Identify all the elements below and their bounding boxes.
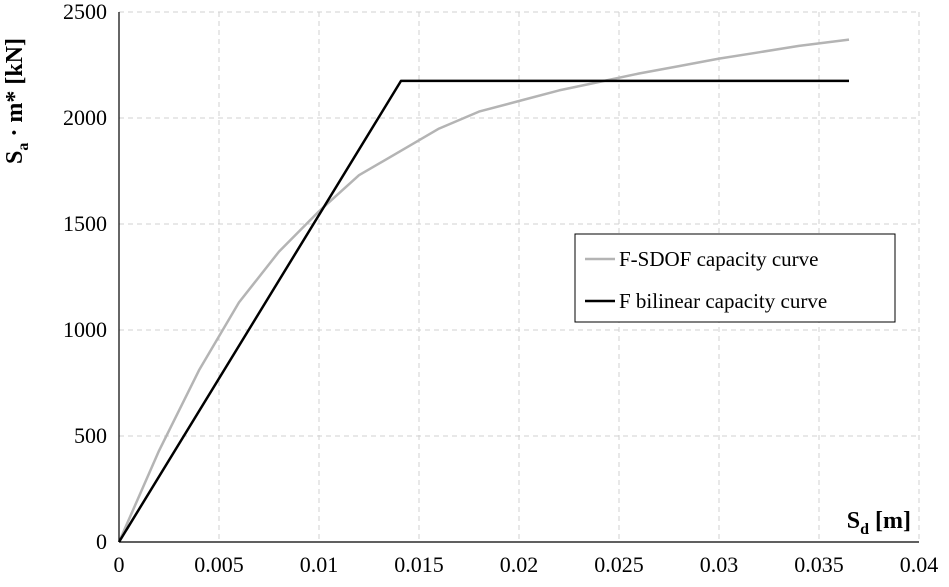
legend-box [574,233,896,323]
legend-label-bilinear: F bilinear capacity curve [619,289,827,313]
y-axis-title: Sa · m* [kN] [2,38,32,164]
y-tick-label: 1500 [63,211,107,236]
series-line-1 [117,79,849,543]
series-layer [117,38,850,543]
x-tick-label: 0.04 [900,552,939,577]
legend: F-SDOF capacity curve F bilinear capacit… [574,233,896,323]
x-tick-label: 0.01 [300,552,339,577]
x-tick-label: 0.02 [500,552,539,577]
series-line-0 [117,38,850,543]
y-tick-label: 500 [74,423,107,448]
y-tick-labels: 0 500 1000 1500 2000 2500 [63,0,107,554]
x-tick-labels: 0 0.005 0.01 0.015 0.02 0.025 0.03 0.035 0.04 [114,552,939,577]
x-tick-label: 0.005 [194,552,244,577]
x-tick-label: 0.03 [700,552,739,577]
x-tick-label: 0.025 [594,552,644,577]
y-tick-label: 2500 [63,0,107,24]
x-tick-label: 0.035 [794,552,844,577]
x-tick-label: 0.015 [394,552,444,577]
y-tick-label: 1000 [63,317,107,342]
x-tick-label: 0 [114,552,125,577]
legend-label-f-sdof: F-SDOF capacity curve [619,247,818,271]
x-axis-title: Sd [m] [847,508,911,538]
y-tick-label: 2000 [63,105,107,130]
y-tick-label: 0 [96,529,107,554]
